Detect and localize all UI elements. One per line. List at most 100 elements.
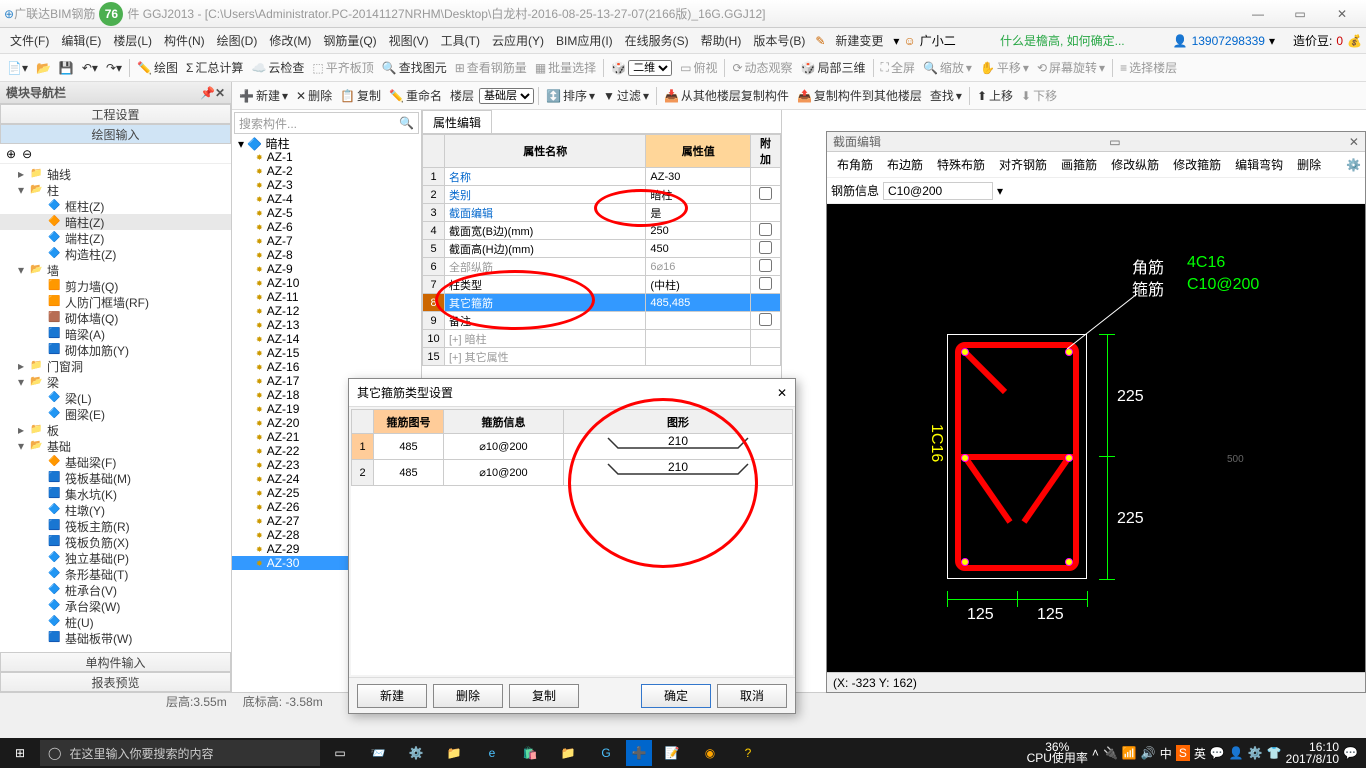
delete-component-button[interactable]: ✕ 删除 [293, 85, 335, 106]
table-row[interactable]: 2类别暗柱 [423, 186, 781, 204]
tree-item[interactable]: 🟧剪力墙(Q) [0, 278, 231, 294]
app-icon[interactable]: 📁 [550, 738, 586, 768]
section-tool-button[interactable]: 布角筋 [831, 153, 879, 176]
tree-item[interactable]: ▾📂基础 [0, 438, 231, 454]
menu-item[interactable]: 钢筋量(Q) [317, 32, 382, 50]
dialog-ok-button[interactable]: 确定 [641, 684, 711, 708]
section-tool-button[interactable]: 编辑弯钩 [1229, 153, 1289, 176]
filter-button[interactable]: ▼过滤▾ [600, 85, 652, 106]
tree-item[interactable]: 🟦筏板基础(M) [0, 470, 231, 486]
nav-tree[interactable]: ▸📁轴线▾📂柱🔷框柱(Z)🔶暗柱(Z)🔷端柱(Z)🔷构造柱(Z)▾📂墙🟧剪力墙(… [0, 164, 231, 652]
section-tool-button[interactable]: 对齐钢筋 [993, 153, 1053, 176]
pin-icon[interactable]: 📌 [200, 86, 215, 100]
list-item[interactable]: ✸AZ-2 [232, 164, 421, 178]
table-row[interactable]: 10[+] 暗柱 [423, 330, 781, 348]
property-table[interactable]: 属性名称 属性值 附加 1名称AZ-302类别暗柱3截面编辑是4截面宽(B边)(… [422, 134, 781, 366]
tree-item[interactable]: 🔶暗柱(Z) [0, 214, 231, 230]
orbit-button[interactable]: ⟳ 动态观察 [729, 57, 795, 78]
section-canvas[interactable]: 225 225 500 125 125 1C16 角筋 4C16 箍筋 C10@… [827, 204, 1365, 672]
tree-item[interactable]: 🔷框柱(Z) [0, 198, 231, 214]
tree-item[interactable]: 🟦筏板主筋(R) [0, 518, 231, 534]
tree-item[interactable]: ▾📂梁 [0, 374, 231, 390]
floor-select[interactable]: 基础层 [479, 88, 534, 104]
tree-item[interactable]: 🟦暗梁(A) [0, 326, 231, 342]
section-tool-button[interactable]: 特殊布筋 [931, 153, 991, 176]
view-2d-button[interactable]: 🎲二维 [608, 58, 675, 78]
draw-button[interactable]: ✏️绘图 [134, 57, 181, 78]
tree-item[interactable]: ▸📁轴线 [0, 166, 231, 182]
section-settings[interactable]: 工程设置 [0, 104, 231, 124]
phone[interactable]: 13907298339 [1192, 34, 1265, 48]
select-floor-button[interactable]: ≡ 选择楼层 [1117, 57, 1180, 78]
dialog-close-button[interactable]: ✕ [777, 386, 787, 400]
dialog-copy-button[interactable]: 复制 [509, 684, 579, 708]
list-item[interactable]: ✸AZ-11 [232, 290, 421, 304]
app-icon[interactable]: ◉ [692, 738, 728, 768]
minimize-button[interactable]: — [1238, 3, 1278, 25]
tree-item[interactable]: ▸📁门窗洞 [0, 358, 231, 374]
list-item[interactable]: ✸AZ-13 [232, 318, 421, 332]
app-icon[interactable]: G [588, 738, 624, 768]
tree-item[interactable]: 🔶基础梁(F) [0, 454, 231, 470]
copy-component-button[interactable]: 📋复制 [337, 85, 384, 106]
section-tool-button[interactable]: 修改纵筋 [1105, 153, 1165, 176]
menu-item[interactable]: 在线服务(S) [619, 32, 695, 50]
table-row[interactable]: 6全部纵筋6⌀16 [423, 258, 781, 276]
dialog-cancel-button[interactable]: 取消 [717, 684, 787, 708]
tree-item[interactable]: 🟦基础板带(W) [0, 630, 231, 646]
table-row[interactable]: 4截面宽(B边)(mm)250 [423, 222, 781, 240]
tree-item[interactable]: 🟦筏板负筋(X) [0, 534, 231, 550]
dialog-new-button[interactable]: 新建 [357, 684, 427, 708]
cloud-check-button[interactable]: ☁️云检查 [248, 57, 307, 78]
find-component-button[interactable]: 查找▾ [927, 85, 965, 106]
section-draw[interactable]: 绘图输入 [0, 124, 231, 144]
section-tool-button[interactable]: 修改箍筋 [1167, 153, 1227, 176]
table-row[interactable]: 7柱类型(中柱) [423, 276, 781, 294]
menu-item[interactable]: 帮助(H) [695, 32, 748, 50]
menu-item[interactable]: 文件(F) [4, 32, 55, 50]
batch-select-button[interactable]: ▦ 批量选择 [532, 57, 599, 78]
app-icon[interactable]: 📁 [436, 738, 472, 768]
sort-button[interactable]: ↕️排序▾ [543, 85, 598, 106]
top-view-button[interactable]: ▭ 俯视 [677, 57, 720, 78]
copy-to-floor-button[interactable]: 📤复制构件到其他楼层 [794, 85, 925, 106]
tree-item[interactable]: 🔷柱墩(Y) [0, 502, 231, 518]
list-item[interactable]: ✸AZ-8 [232, 248, 421, 262]
sum-button[interactable]: Σ 汇总计算 [183, 57, 246, 78]
tree-item[interactable]: 🔷桩(U) [0, 614, 231, 630]
tree-item[interactable]: 🔷圈梁(E) [0, 406, 231, 422]
list-item[interactable]: ✸AZ-12 [232, 304, 421, 318]
copy-from-floor-button[interactable]: 📥从其他楼层复制构件 [661, 85, 792, 106]
menu-item[interactable]: 构件(N) [158, 32, 211, 50]
tree-item[interactable]: ▸📁板 [0, 422, 231, 438]
pan-button[interactable]: ✋平移▾ [977, 57, 1032, 78]
list-item[interactable]: ✸AZ-5 [232, 206, 421, 220]
section-close-button[interactable]: ✕ [1349, 135, 1359, 149]
table-row[interactable]: 1485⌀10@200210 [352, 434, 793, 460]
table-row[interactable]: 8其它箍筋485,485 [423, 294, 781, 312]
app-icon[interactable]: ➕ [626, 740, 652, 766]
expand-icon[interactable]: ⊕ [6, 147, 16, 161]
table-row[interactable]: 9备注 [423, 312, 781, 330]
zoom-button[interactable]: 🔍缩放▾ [920, 57, 975, 78]
tree-item[interactable]: 🔷构造柱(Z) [0, 246, 231, 262]
local-3d-button[interactable]: 🎲局部三维 [798, 57, 869, 78]
table-row[interactable]: 15[+] 其它属性 [423, 348, 781, 366]
collapse-icon[interactable]: ⊖ [22, 147, 32, 161]
list-item[interactable]: ✸AZ-9 [232, 262, 421, 276]
maximize-button[interactable]: ▭ [1280, 3, 1320, 25]
table-row[interactable]: 1名称AZ-30 [423, 168, 781, 186]
section-tool-button[interactable]: 画箍筋 [1055, 153, 1103, 176]
menu-item[interactable]: BIM应用(I) [550, 32, 619, 50]
search-input[interactable]: 搜索构件... 🔍 [234, 112, 419, 134]
fullscreen-button[interactable]: ⛶ 全屏 [878, 57, 918, 78]
save-icon[interactable]: 💾 [56, 59, 77, 77]
tree-item[interactable]: 🟫砌体墙(Q) [0, 310, 231, 326]
open-icon[interactable]: 📂 [33, 59, 54, 77]
list-item[interactable]: ✸AZ-15 [232, 346, 421, 360]
find-button[interactable]: 🔍查找图元 [379, 57, 450, 78]
system-tray[interactable]: 36% CPU使用率 ˄ 🔌 📶 🔊 中 S 英 💬 👤 ⚙️ 👕 16:10 … [1021, 741, 1364, 765]
view-rebar-button[interactable]: ⊞ 查看钢筋量 [452, 57, 530, 78]
new-component-button[interactable]: ➕新建▾ [236, 85, 291, 106]
menu-item[interactable]: 视图(V) [383, 32, 435, 50]
